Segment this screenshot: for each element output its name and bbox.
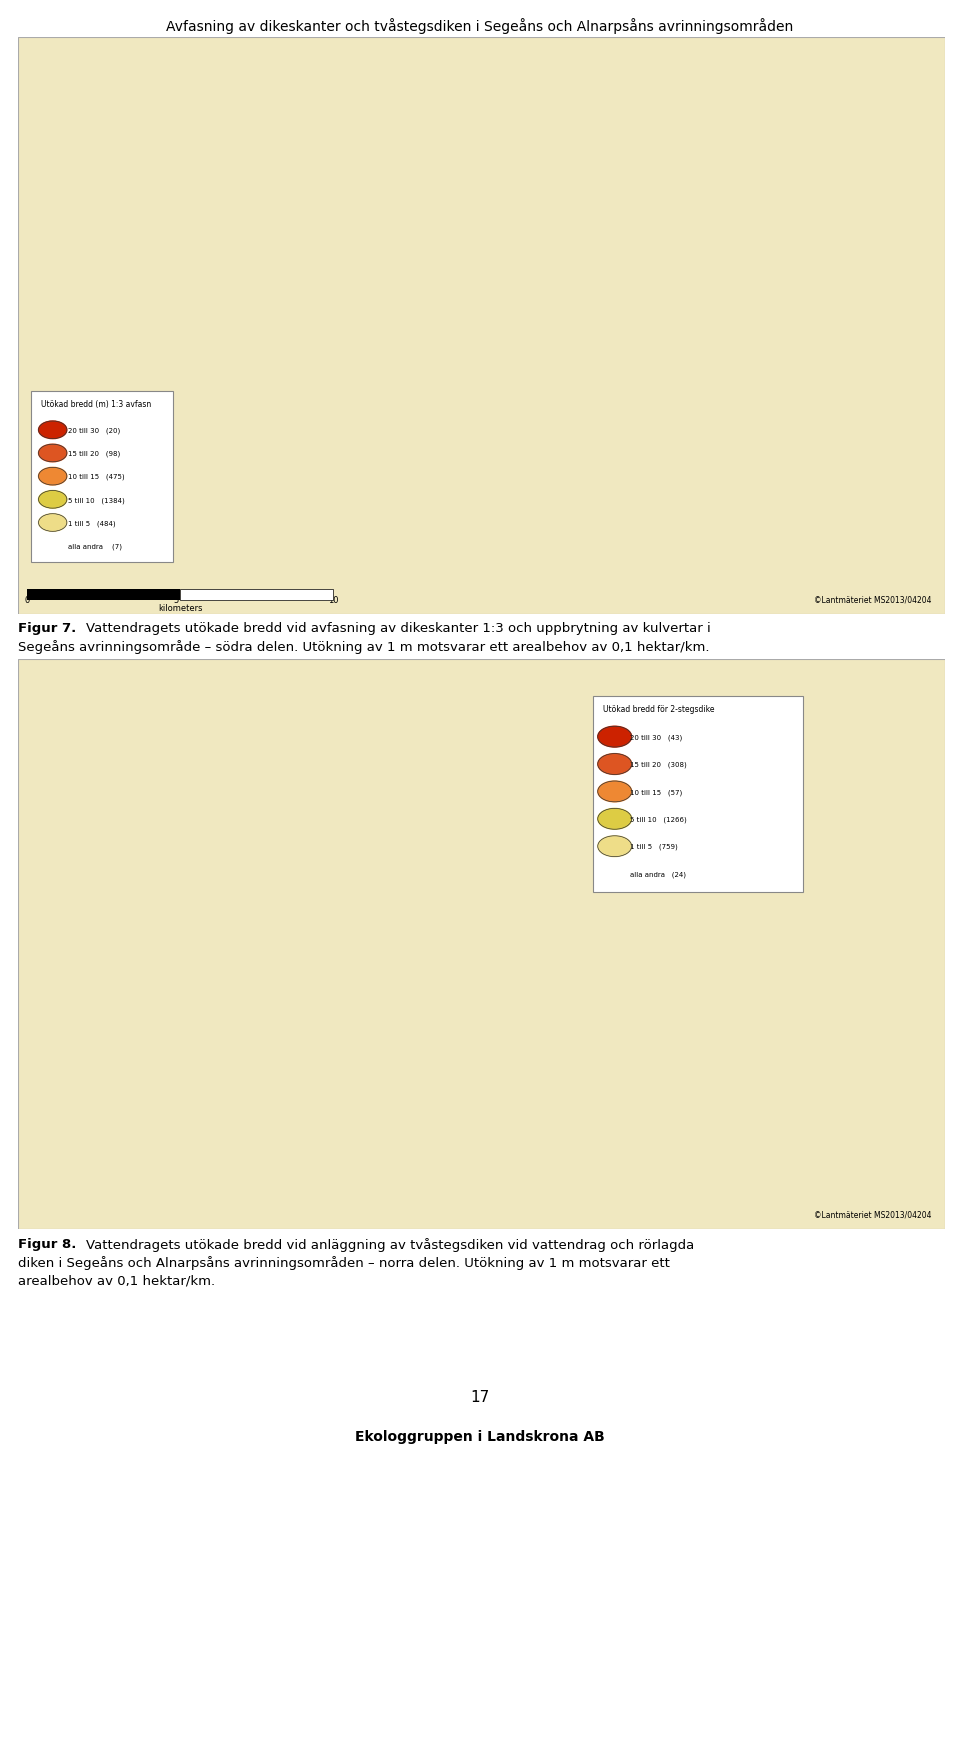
Text: Figur 8.: Figur 8.	[18, 1238, 77, 1250]
Text: Utökad bredd (m) 1:3 avfasn: Utökad bredd (m) 1:3 avfasn	[40, 399, 151, 409]
Text: Avfasning av dikeskanter och tvåstegsdiken i Segeåns och Alnarpsåns avrinningsom: Avfasning av dikeskanter och tvåstegsdik…	[166, 17, 794, 33]
Bar	[180, 589, 333, 600]
Text: alla andra    (7): alla andra (7)	[68, 544, 123, 549]
Text: Vattendragets utökade bredd vid anläggning av tvåstegsdiken vid vattendrag och r: Vattendragets utökade bredd vid anläggni…	[86, 1238, 694, 1252]
Text: 15 till 20   (308): 15 till 20 (308)	[631, 762, 687, 767]
Text: 17: 17	[470, 1390, 490, 1404]
Text: 10: 10	[328, 596, 339, 605]
Bar	[27, 589, 180, 600]
Text: diken i Segeåns och Alnarpsåns avrinningsområden – norra delen. Utökning av 1 m : diken i Segeåns och Alnarpsåns avrinning…	[18, 1255, 670, 1269]
Text: 10 till 15   (475): 10 till 15 (475)	[68, 474, 125, 481]
Text: Utökad bredd för 2-stegsdike: Utökad bredd för 2-stegsdike	[603, 704, 714, 713]
Text: Figur 7.: Figur 7.	[18, 622, 76, 635]
Circle shape	[598, 809, 632, 830]
Text: ©Lantmäteriet MS2013/04204: ©Lantmäteriet MS2013/04204	[813, 596, 931, 605]
Text: 0: 0	[25, 596, 30, 605]
Text: arealbehov av 0,1 hektar/km.: arealbehov av 0,1 hektar/km.	[18, 1273, 215, 1287]
Text: Ekologgruppen i Landskrona AB: Ekologgruppen i Landskrona AB	[355, 1430, 605, 1444]
Text: 10 till 15   (57): 10 till 15 (57)	[631, 788, 683, 795]
Circle shape	[38, 491, 67, 509]
Text: 1 till 5   (484): 1 till 5 (484)	[68, 519, 116, 526]
Circle shape	[38, 468, 67, 486]
Text: Vattendragets utökade bredd vid avfasning av dikeskanter 1:3 och uppbrytning av : Vattendragets utökade bredd vid avfasnin…	[86, 622, 710, 635]
Text: 1 till 5   (759): 1 till 5 (759)	[631, 844, 678, 850]
Circle shape	[598, 727, 632, 748]
Text: 5: 5	[173, 596, 179, 605]
Circle shape	[598, 836, 632, 857]
Text: 20 till 30   (43): 20 till 30 (43)	[631, 734, 683, 741]
FancyBboxPatch shape	[593, 697, 803, 891]
Text: alla andra   (24): alla andra (24)	[631, 871, 686, 877]
Text: Segeåns avrinningsområde – södra delen. Utökning av 1 m motsvarar ett arealbehov: Segeåns avrinningsområde – södra delen. …	[18, 640, 709, 654]
FancyBboxPatch shape	[32, 392, 173, 563]
Circle shape	[598, 753, 632, 774]
Text: 5 till 10   (1384): 5 till 10 (1384)	[68, 496, 125, 503]
Text: 5 till 10   (1266): 5 till 10 (1266)	[631, 816, 687, 823]
Text: 20 till 30   (20): 20 till 30 (20)	[68, 427, 121, 434]
Text: kilometers: kilometers	[158, 603, 203, 612]
Circle shape	[38, 446, 67, 463]
Text: 15 till 20   (98): 15 till 20 (98)	[68, 451, 121, 456]
Text: ©Lantmäteriet MS2013/04204: ©Lantmäteriet MS2013/04204	[813, 1210, 931, 1218]
Circle shape	[38, 514, 67, 531]
Circle shape	[598, 781, 632, 802]
Circle shape	[38, 421, 67, 439]
